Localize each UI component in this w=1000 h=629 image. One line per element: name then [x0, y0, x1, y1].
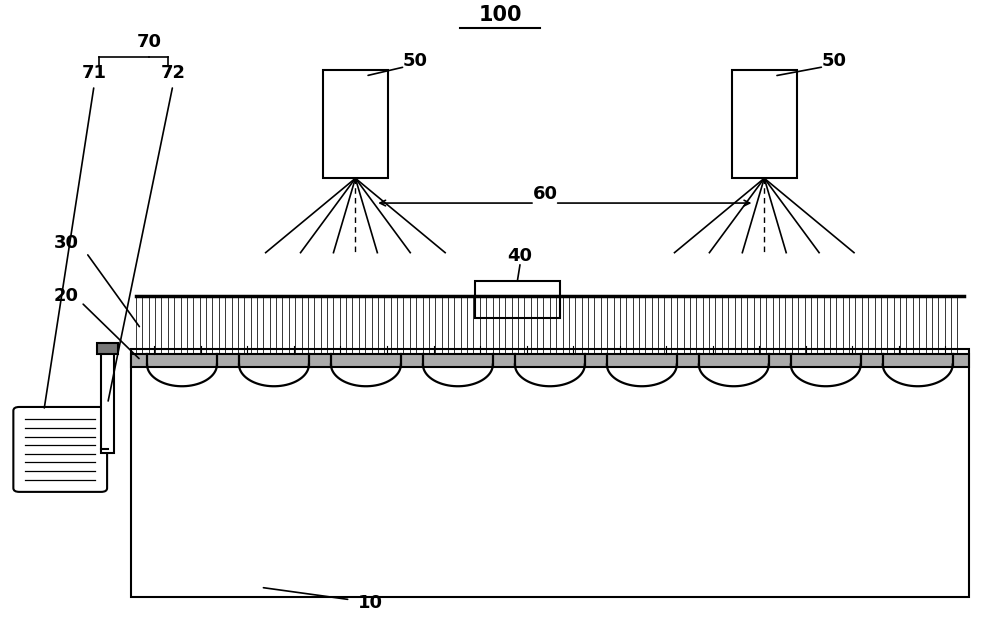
Text: 70: 70 — [136, 33, 161, 51]
Bar — [101, 346, 114, 454]
Bar — [475, 281, 560, 318]
Text: 10: 10 — [358, 594, 383, 612]
FancyBboxPatch shape — [13, 407, 107, 492]
Text: 60: 60 — [532, 185, 557, 203]
Text: 50: 50 — [403, 52, 428, 70]
Bar — [131, 348, 969, 597]
Text: 20: 20 — [54, 287, 79, 305]
Bar — [732, 70, 797, 178]
Text: 71: 71 — [82, 64, 107, 82]
Bar — [323, 70, 388, 178]
Text: 72: 72 — [160, 64, 185, 82]
Text: 50: 50 — [822, 52, 847, 70]
Text: 30: 30 — [54, 235, 79, 252]
Bar — [97, 343, 118, 353]
Text: 100: 100 — [478, 5, 522, 25]
Text: 40: 40 — [507, 247, 532, 265]
Bar — [131, 353, 969, 367]
